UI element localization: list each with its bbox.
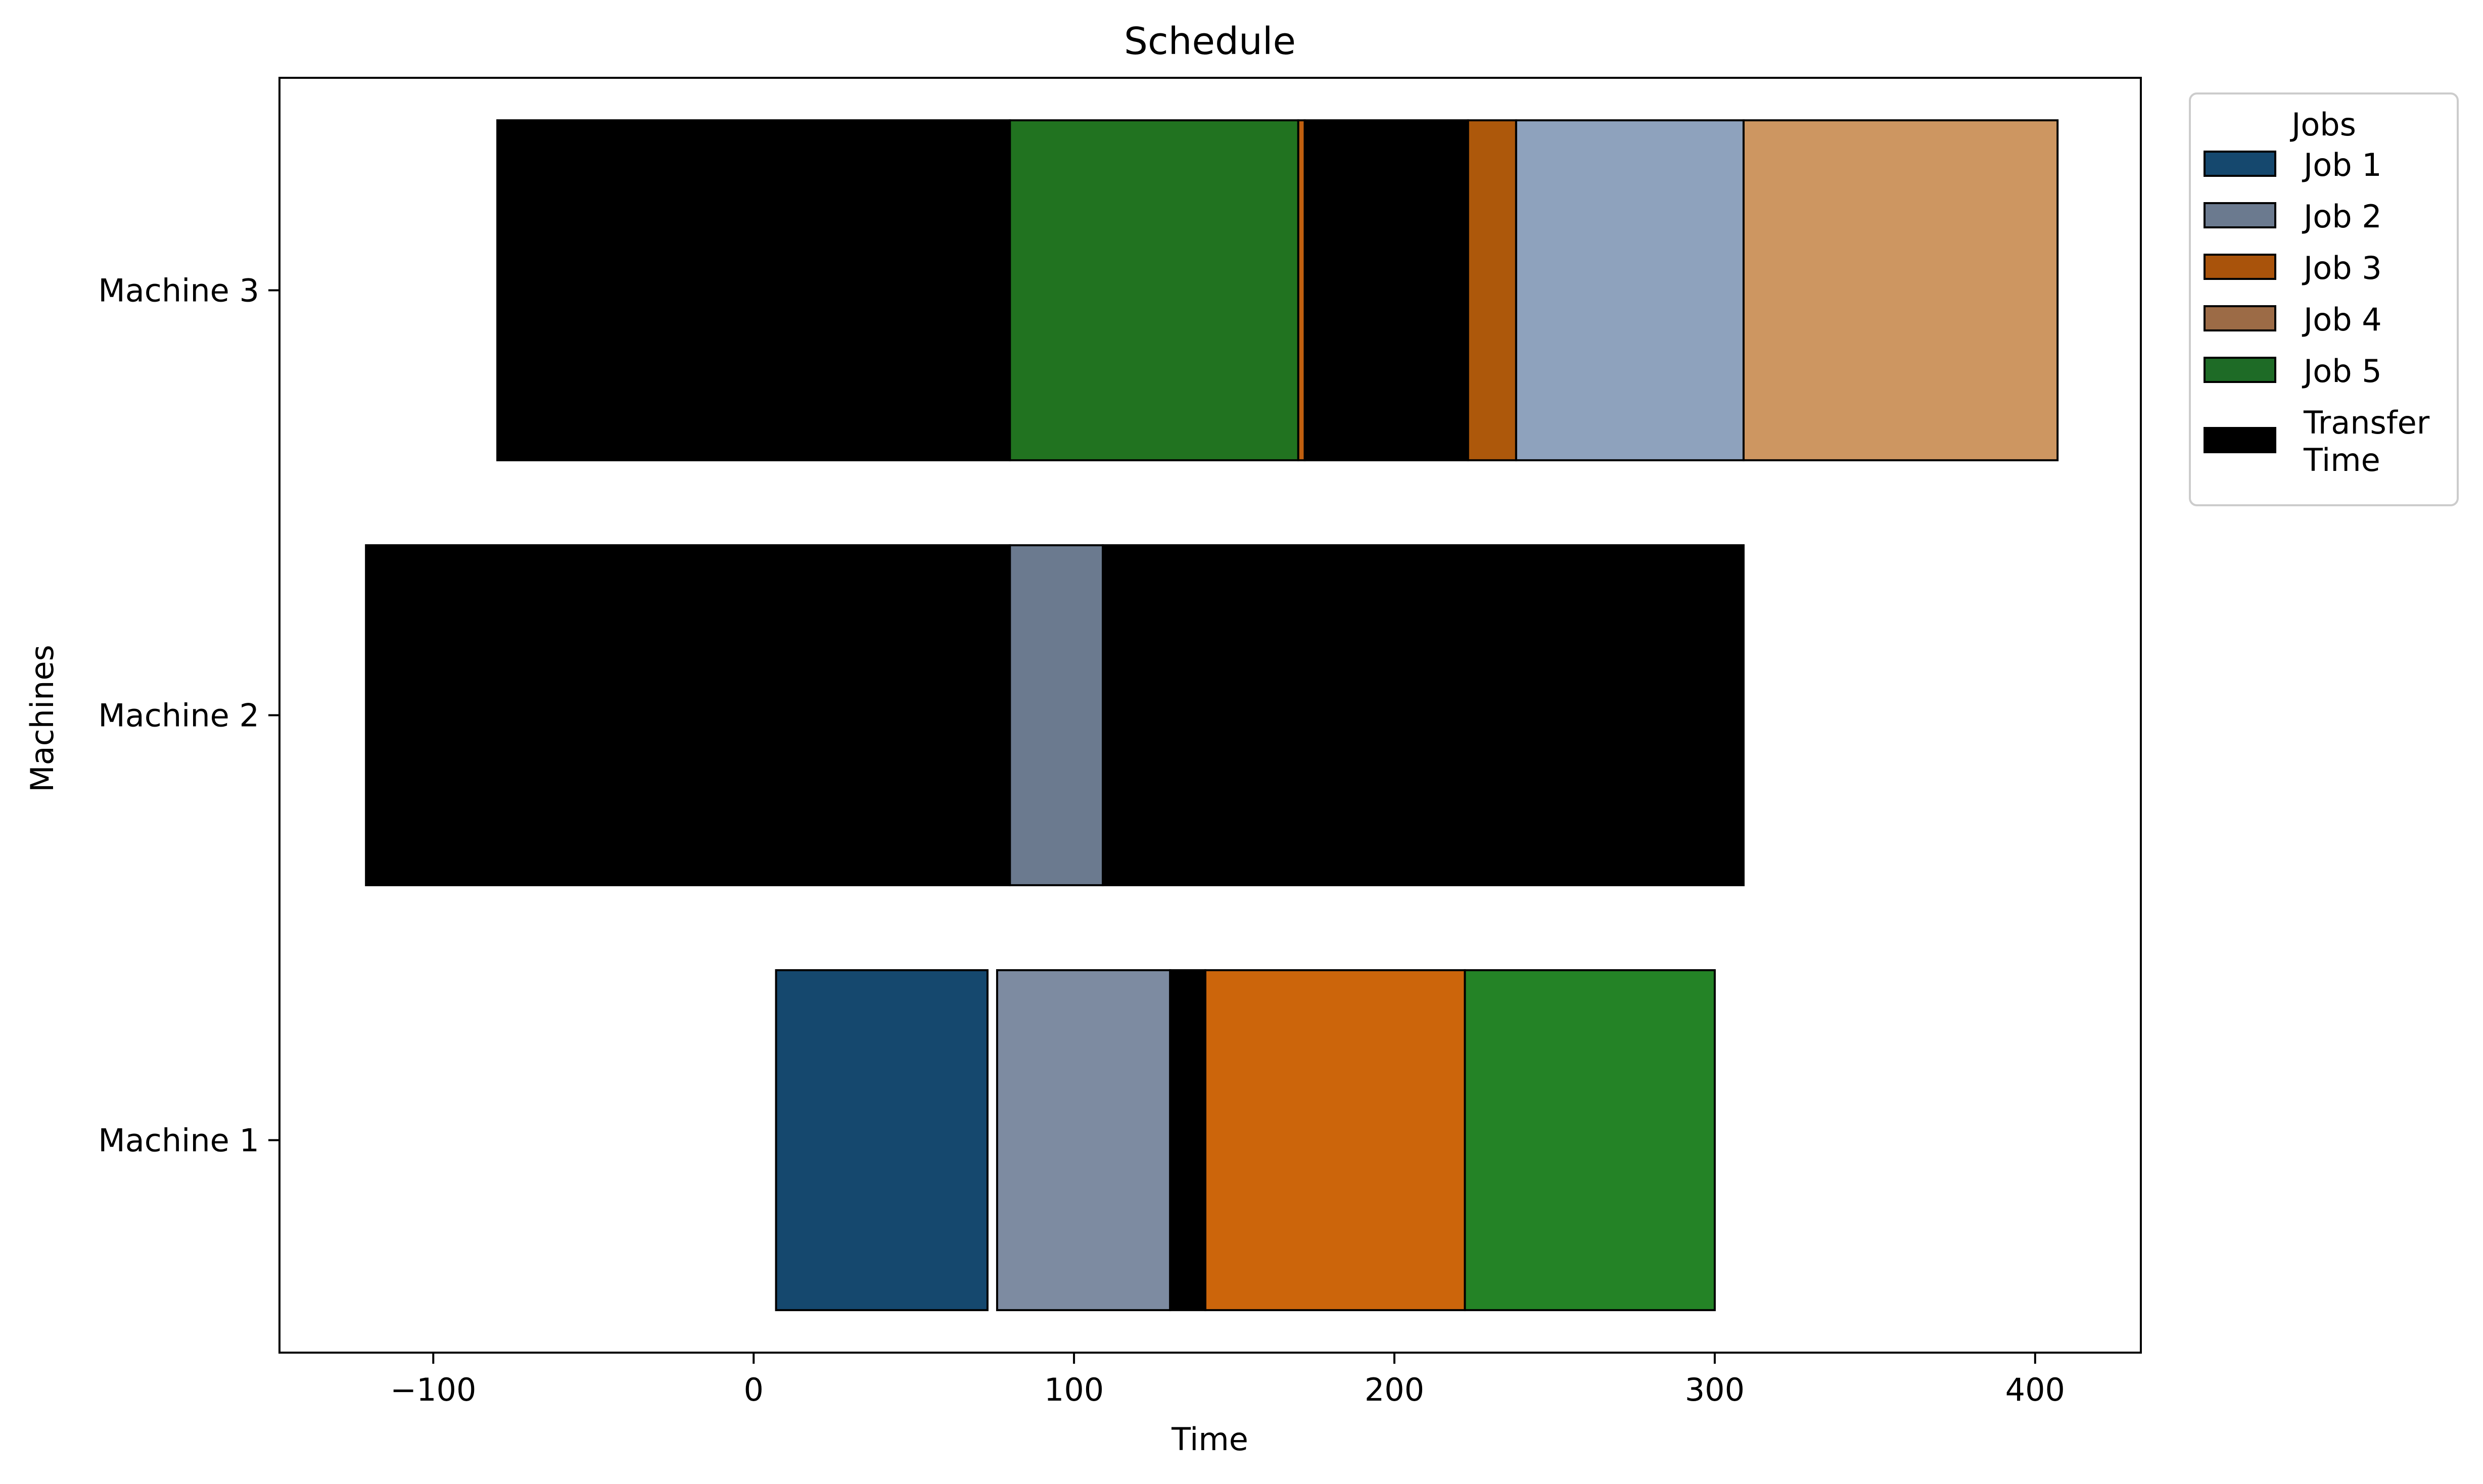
x-tick-label: 300 [1685,1371,1745,1408]
x-tick-label: 0 [743,1371,763,1408]
x-tick-label: −100 [390,1371,476,1408]
x-tick-label: 100 [1044,1371,1104,1408]
y-axis-label: Machines [24,645,61,792]
legend-label-transfer-time: Transfer Time [2303,404,2430,478]
bar-machine-1-job-1-0 [775,969,989,1311]
bar-machine-1-job-5-4 [1464,969,1716,1311]
y-axis-ticks: Machine 1 Machine 2 Machine 3 [98,272,279,1159]
bar-machine-1-job-3-3 [1204,969,1466,1311]
bar-machine-1-job-2-1 [996,969,1172,1311]
plot-area-frame [278,77,2142,1354]
legend-swatch-transfer-time [2204,427,2276,453]
y-tick-label-machine-3: Machine 3 [98,272,259,309]
legend-label-job-2: Job 2 [2302,198,2382,235]
legend-items: Job 1 Job 2 Job 3 Job 4 Job 5 Transfer Time [2204,147,2430,478]
x-tick-label: 200 [1365,1371,1424,1408]
task-bars [365,119,2059,1311]
legend-label-job-5: Job 5 [2302,353,2382,390]
legend-frame [2189,92,2459,506]
legend-label-job-1: Job 1 [2302,147,2382,183]
x-axis-label: Time [1171,1421,1248,1458]
legend-title: Jobs [2289,106,2356,143]
bar-machine-2-job-2-6 [1009,544,1104,886]
y-tick-label-machine-1: Machine 1 [98,1122,259,1159]
y-tick-label-machine-2: Machine 2 [98,697,259,734]
bar-machine-3-job-4-14 [1742,119,2059,461]
legend-swatch-job-3 [2204,254,2276,280]
chart-title: Schedule [1124,20,1296,63]
bar-machine-3-job-3-12 [1467,119,1517,461]
bar-machine-2-transfer-time-5 [365,544,1011,886]
bar-machine-3-job-5-9 [1009,119,1299,461]
legend-swatch-job-1 [2204,151,2276,177]
legend-swatch-job-5 [2204,357,2276,383]
bar-machine-3-job-2-13 [1515,119,1745,461]
bar-machine-2-transfer-time-7 [1102,544,1745,886]
bar-machine-3-transfer-time-8 [496,119,1011,461]
x-axis-ticks: −100 0 100 200 300 400 [390,1353,2065,1408]
legend-swatch-job-2 [2204,202,2276,228]
bar-machine-1-transfer-time-2 [1169,969,1206,1311]
legend: Jobs Job 1 Job 2 Job 3 Job 4 Job 5 Transfer Ti… [2189,92,2459,506]
legend-swatch-job-4 [2204,305,2276,331]
x-tick-label: 400 [2005,1371,2065,1408]
bar-machine-3-transfer-time-11 [1303,119,1469,461]
legend-label-job-3: Job 3 [2302,250,2382,286]
legend-label-job-4: Job 4 [2302,301,2382,338]
